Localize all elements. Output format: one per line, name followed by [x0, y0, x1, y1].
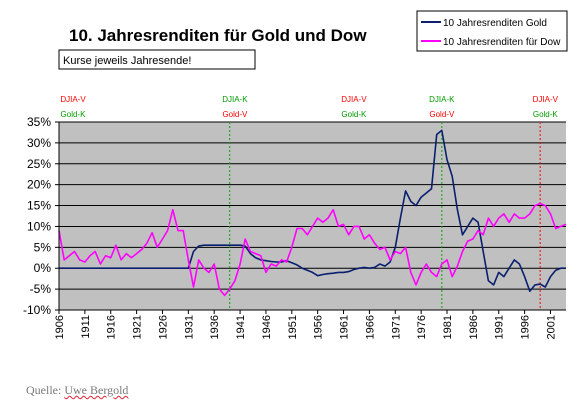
x-tick-label: 1961 [339, 315, 351, 339]
legend-box [416, 10, 568, 52]
annotation-line1: DJIA-V [60, 95, 86, 104]
annotation-line2: Gold-V [429, 110, 455, 119]
x-tick-label: 1926 [157, 315, 169, 339]
x-tick-label: 1981 [442, 315, 454, 339]
legend-label-gold: 10 Jahresrenditen Gold [443, 18, 547, 29]
y-tick-label: 35% [27, 115, 51, 129]
annotation-line2: Gold-K [533, 110, 559, 119]
x-tick-label: 1921 [132, 315, 144, 339]
y-tick-label: 0% [34, 261, 52, 275]
x-tick-label: 2001 [545, 315, 557, 339]
y-tick-label: -5% [30, 282, 52, 296]
x-tick-label: 1936 [209, 315, 221, 339]
y-tick-label: 5% [34, 240, 52, 254]
x-tick-label: 1911 [80, 315, 92, 339]
x-tick-label: 1931 [183, 315, 195, 339]
x-tick-label: 1946 [261, 315, 273, 339]
y-tick-label: -10% [23, 303, 51, 317]
annotation-line1: DJIA-V [341, 95, 367, 104]
x-tick-label: 1996 [520, 315, 532, 339]
x-tick-label: 1956 [313, 315, 325, 339]
x-tick-label: 1966 [364, 315, 376, 339]
x-tick-labels: 1906 1911 1916 1921 1926 1931 1936 1941 1946 1951… [54, 315, 557, 339]
axes [58, 122, 566, 311]
chart-subtitle: Kurse jeweils Jahresende! [63, 55, 191, 67]
subtitle-box [58, 49, 256, 70]
series-lines [58, 129, 567, 297]
x-tick-label: 1986 [468, 315, 480, 339]
annotation-line1: DJIA-K [222, 95, 248, 104]
x-tick-label: 1971 [390, 315, 402, 339]
y-tick-label: 10% [27, 219, 51, 233]
y-tick-labels: -10% -5% 0% 5% 10% 15% 20% 25% 30% 35% [23, 115, 51, 317]
source-note: Quelle: Uwe Bergold [26, 383, 128, 398]
x-tick-label: 1991 [494, 315, 506, 339]
annotations: DJIA-V Gold-K DJIA-K Gold-V DJIA-V Gold-K DJIA… [60, 95, 558, 119]
y-tick-label: 15% [27, 199, 51, 213]
legend: 10 Jahresrenditen Gold 10 Jahresrenditen… [416, 10, 568, 52]
y-tick-label: 20% [27, 178, 51, 192]
x-tick-label: 1906 [54, 315, 66, 339]
y-tick-label: 30% [27, 136, 51, 150]
chart-title: 10. Jahresrenditen für Gold und Dow [69, 26, 367, 45]
x-tick-label: 1941 [235, 315, 247, 339]
x-tick-label: 1976 [416, 315, 428, 339]
x-tick-label: 1916 [106, 315, 118, 339]
x-tick-label: 1951 [287, 315, 299, 339]
annotation-line1: DJIA-K [429, 95, 455, 104]
annotation-line1: DJIA-V [533, 95, 559, 104]
series-line-gold [59, 129, 566, 292]
annotation-line2: Gold-K [341, 110, 367, 119]
source-prefix: Quelle: [26, 383, 65, 397]
legend-label-dow: 10 Jahresrenditen für Dow [443, 37, 561, 48]
series-line-dow [58, 202, 567, 297]
reference-lines [229, 122, 541, 310]
annotation-line2: Gold-V [222, 110, 248, 119]
annotation-line2: Gold-K [61, 110, 87, 119]
y-tick-label: 25% [27, 157, 51, 171]
plot-area [59, 122, 566, 310]
grid-lines [55, 121, 566, 314]
source-author: Uwe Bergold [64, 383, 129, 397]
